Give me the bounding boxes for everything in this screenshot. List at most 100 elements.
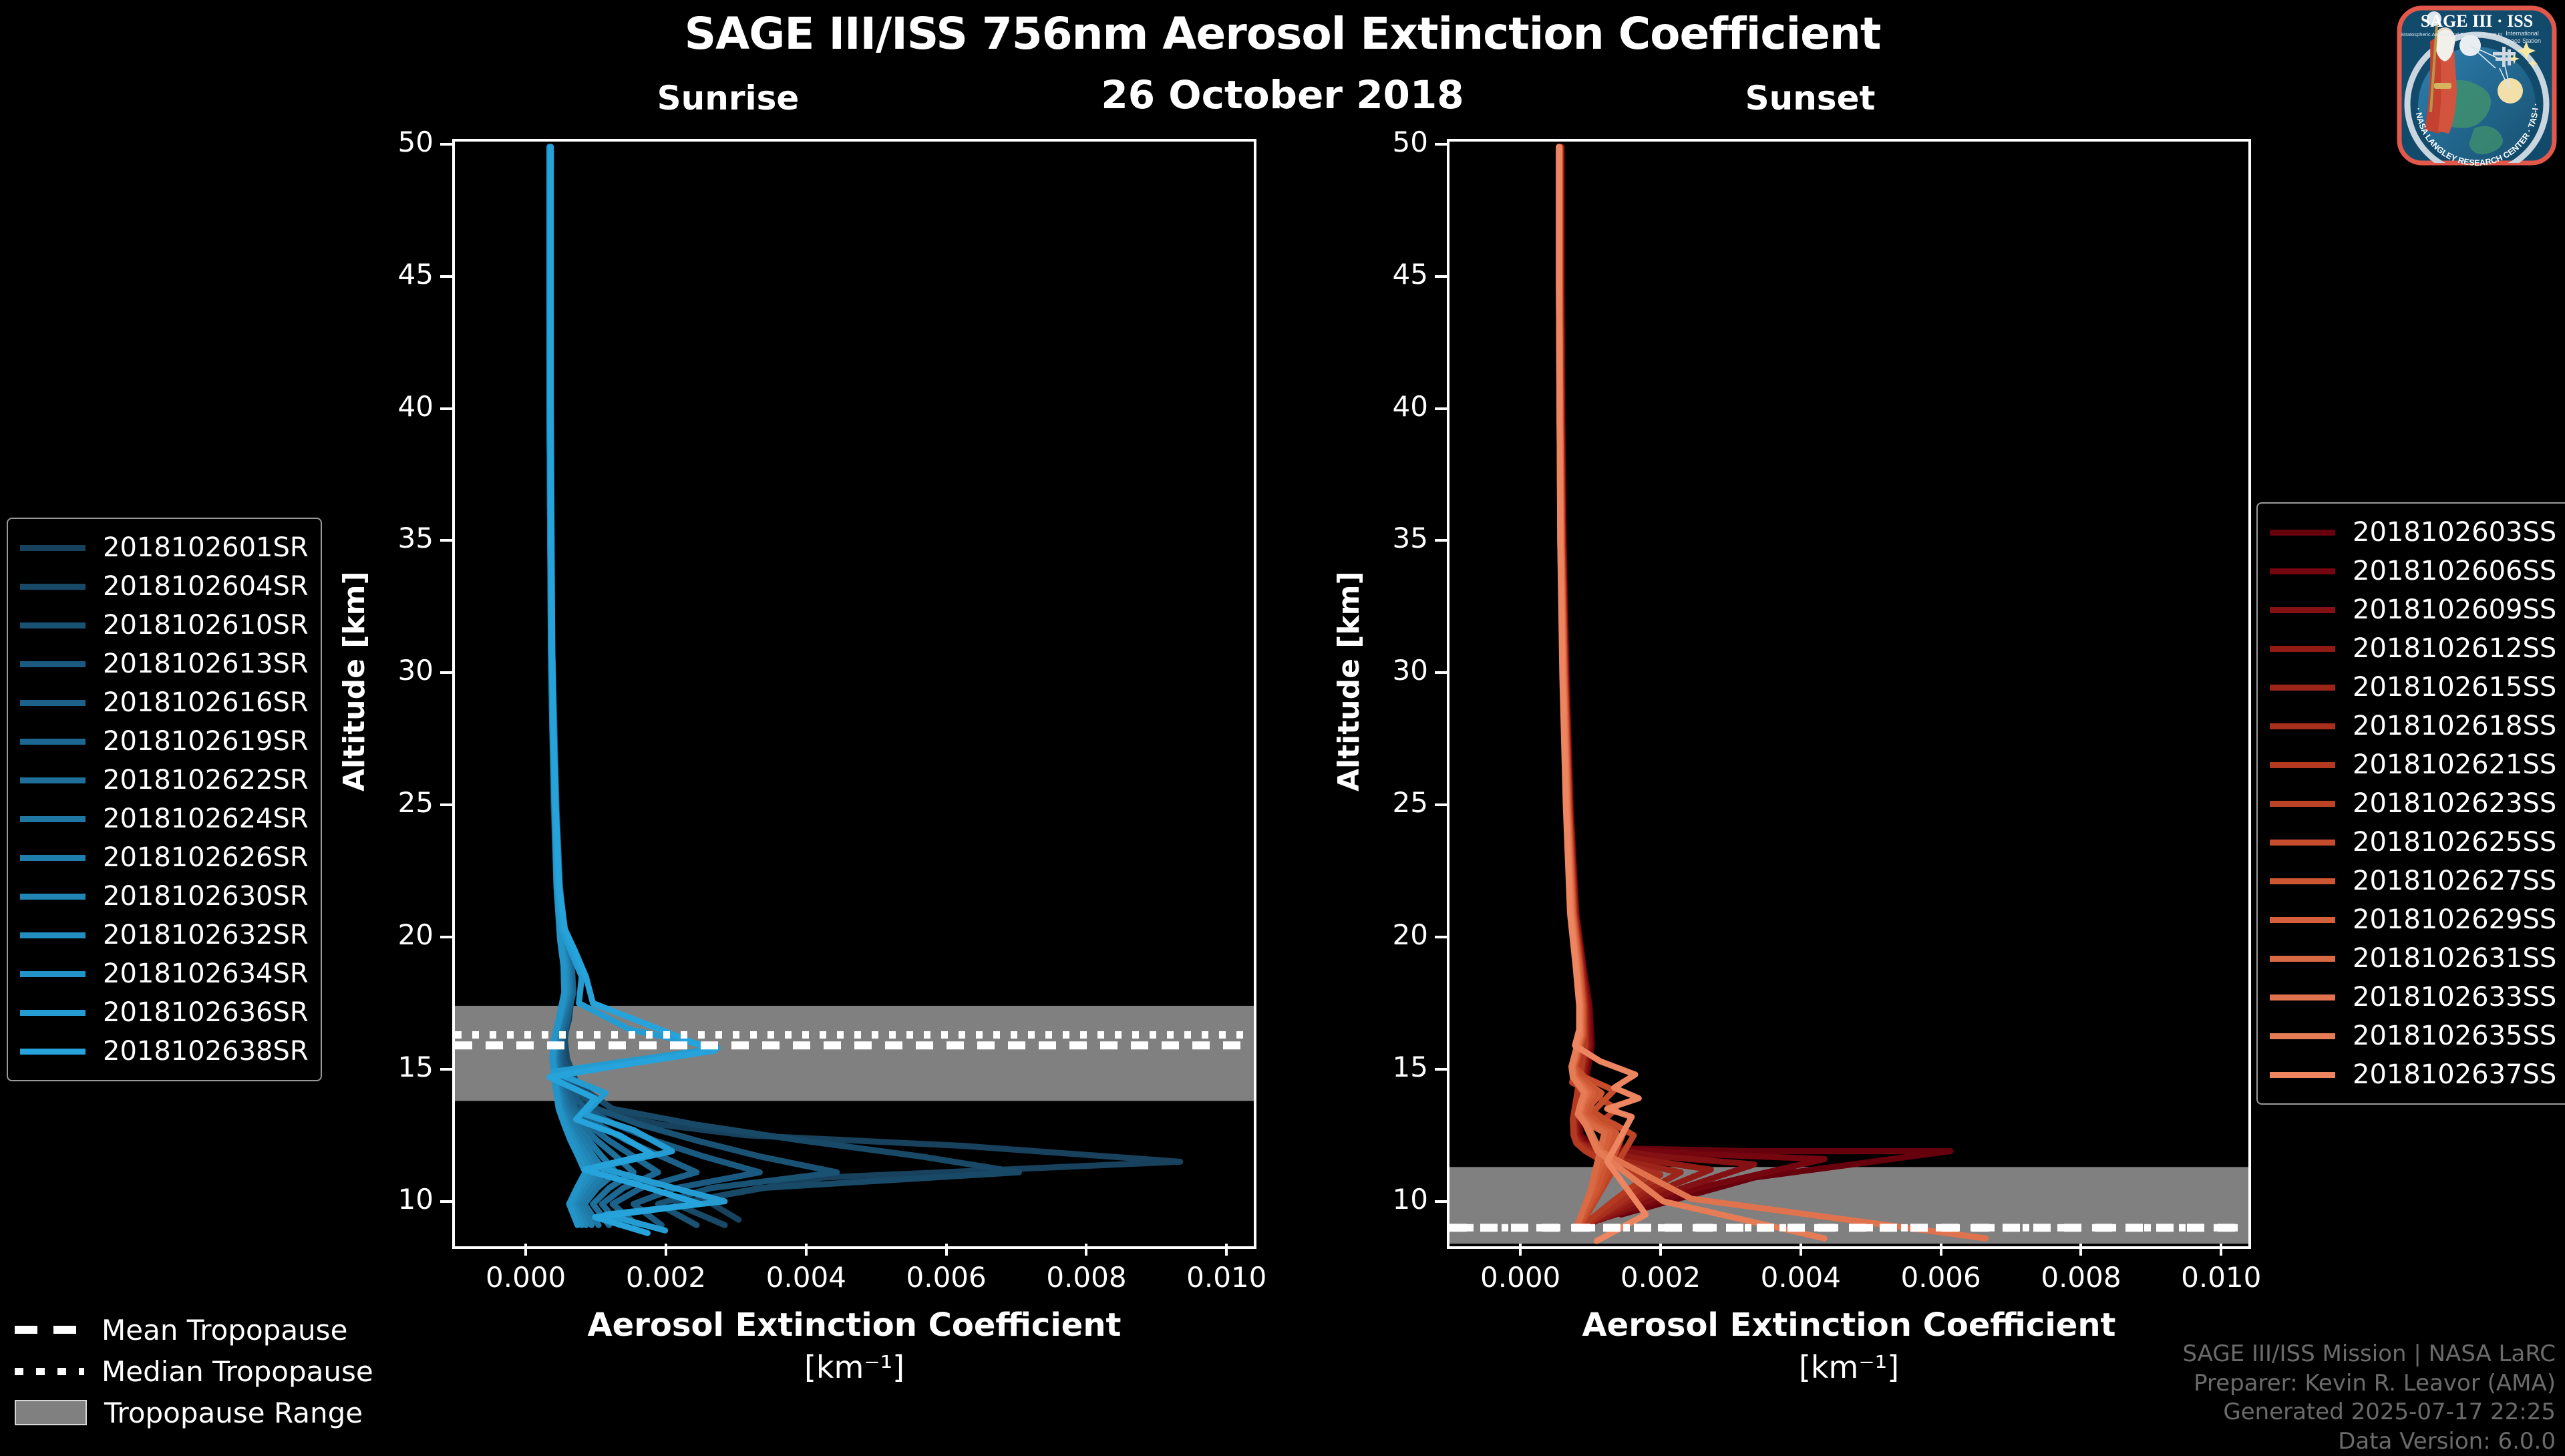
- legend-item-2018102612SS[interactable]: 2018102612SS: [2270, 629, 2556, 668]
- legend-label: 2018102626SR: [103, 842, 309, 873]
- page-title: SAGE III/ISS 756nm Aerosol Extinction Co…: [684, 8, 1882, 59]
- x-tick-mark: [1939, 1244, 1942, 1256]
- legend-item-2018102606SS[interactable]: 2018102606SS: [2270, 552, 2556, 590]
- legend-label: 2018102637SS: [2353, 1059, 2557, 1090]
- logo-subtitle-left: Stratospheric Aerosol and Gas Experiment…: [2401, 31, 2502, 37]
- y-tick-mark: [1435, 1200, 1447, 1203]
- y-tick-label-20: 20: [397, 918, 434, 951]
- legend-item-2018102623SS[interactable]: 2018102623SS: [2270, 784, 2556, 823]
- legend-item-mean-tropopause: Mean Tropopause: [15, 1309, 373, 1350]
- legend-item-2018102621SS[interactable]: 2018102621SS: [2270, 745, 2556, 784]
- y-tick-label-45: 45: [1392, 257, 1428, 291]
- legend-item-2018102636SR[interactable]: 2018102636SR: [20, 993, 309, 1032]
- x-tick-label-0.008: 0.008: [2041, 1261, 2121, 1294]
- date-subtitle: 26 October 2018: [1101, 72, 1464, 118]
- x-axis-unit-1: [km⁻¹]: [1798, 1349, 1900, 1385]
- legend-color-swatch: [20, 1009, 86, 1016]
- dotted-line-icon: [15, 1367, 84, 1375]
- y-tick-label-45: 45: [397, 257, 434, 291]
- y-tick-mark: [1435, 935, 1447, 938]
- legend-item-2018102637SS[interactable]: 2018102637SS: [2270, 1055, 2556, 1094]
- legend-item-2018102616SR[interactable]: 2018102616SR: [20, 683, 309, 722]
- legend-item-2018102622SR[interactable]: 2018102622SR: [20, 761, 309, 799]
- x-tick-mark: [1225, 1244, 1228, 1256]
- legend-item-2018102633SS[interactable]: 2018102633SS: [2270, 978, 2556, 1017]
- y-tick-mark: [440, 142, 452, 146]
- legend-item-2018102603SS[interactable]: 2018102603SS: [2270, 513, 2556, 552]
- legend-label: 2018102613SR: [103, 649, 309, 679]
- credit-data-version: Data Version: 6.0.0: [2338, 1427, 2556, 1455]
- legend-color-swatch: [2270, 684, 2335, 691]
- legend-item-2018102604SR[interactable]: 2018102604SR: [20, 567, 309, 606]
- legend-item-tropopause-range: Tropopause Range: [15, 1392, 373, 1433]
- y-tick-mark: [440, 1200, 452, 1203]
- legend-color-swatch: [20, 815, 86, 822]
- legend-label: 2018102612SS: [2353, 633, 2557, 664]
- legend-item-2018102601SR[interactable]: 2018102601SR: [20, 528, 309, 567]
- sunset-panel-title: Sunset: [1745, 79, 1876, 118]
- legend-item-2018102634SR[interactable]: 2018102634SR: [20, 954, 309, 993]
- legend-label-mean: Mean Tropopause: [102, 1313, 348, 1346]
- sunset-plot-panel: [1447, 139, 2251, 1249]
- y-tick-mark: [1435, 671, 1447, 675]
- legend-item-2018102632SR[interactable]: 2018102632SR: [20, 916, 309, 954]
- sunset-plot-svg: [1449, 144, 2248, 1244]
- legend-color-swatch: [2270, 800, 2335, 807]
- logo-title: SAGE III · ISS: [2421, 11, 2533, 31]
- credits-block: SAGE III/ISS Mission | NASA LaRC Prepare…: [2182, 1340, 2556, 1456]
- legend-item-2018102613SR[interactable]: 2018102613SR: [20, 645, 309, 683]
- legend-item-2018102629SS[interactable]: 2018102629SS: [2270, 900, 2556, 939]
- x-tick-label-0.010: 0.010: [2181, 1261, 2262, 1294]
- sunrise-legend[interactable]: 2018102601SR 2018102604SR 2018102610SR 2018…: [7, 518, 322, 1081]
- x-tick-label-0.006: 0.006: [906, 1261, 987, 1294]
- legend-label: 2018102636SR: [103, 997, 309, 1028]
- y-tick-label-10: 10: [397, 1182, 434, 1216]
- legend-item-2018102627SS[interactable]: 2018102627SS: [2270, 862, 2556, 900]
- legend-color-swatch: [2270, 645, 2335, 652]
- legend-item-2018102631SS[interactable]: 2018102631SS: [2270, 939, 2556, 978]
- legend-item-2018102625SS[interactable]: 2018102625SS: [2270, 823, 2556, 862]
- y-tick-mark: [1435, 1067, 1447, 1071]
- x-tick-label-0.002: 0.002: [625, 1261, 707, 1294]
- x-tick-label-0.006: 0.006: [1900, 1261, 1981, 1294]
- legend-label: 2018102624SR: [103, 803, 309, 834]
- y-tick-mark: [1435, 275, 1447, 278]
- legend-label: 2018102627SS: [2353, 866, 2557, 896]
- profile-line-2018102633SS: [1556, 144, 1989, 1242]
- legend-label: 2018102622SR: [103, 765, 309, 795]
- profile-line-2018102635SS: [1556, 144, 1828, 1242]
- x-tick-label-0.002: 0.002: [1620, 1261, 1701, 1294]
- legend-label-median: Median Tropopause: [102, 1354, 373, 1388]
- legend-color-swatch: [2270, 723, 2335, 729]
- legend-item-2018102638SR[interactable]: 2018102638SR: [20, 1032, 309, 1071]
- legend-label: 2018102631SS: [2353, 943, 2557, 974]
- legend-item-2018102635SS[interactable]: 2018102635SS: [2270, 1017, 2556, 1055]
- sunrise-plot-svg: [455, 144, 1254, 1236]
- y-tick-label-40: 40: [397, 389, 434, 423]
- profile-line-2018102603SS: [1558, 144, 1954, 1218]
- sunrise-panel-title: Sunrise: [657, 79, 800, 118]
- legend-item-2018102630SR[interactable]: 2018102630SR: [20, 877, 309, 916]
- legend-color-swatch: [2270, 606, 2335, 613]
- legend-color-swatch: [20, 622, 86, 628]
- legend-item-2018102610SR[interactable]: 2018102610SR: [20, 606, 309, 645]
- legend-item-2018102618SS[interactable]: 2018102618SS: [2270, 707, 2556, 745]
- legend-item-2018102615SS[interactable]: 2018102615SS: [2270, 668, 2556, 707]
- legend-label: 2018102633SS: [2353, 982, 2557, 1013]
- legend-label: 2018102634SR: [103, 958, 309, 989]
- legend-item-2018102609SS[interactable]: 2018102609SS: [2270, 590, 2556, 629]
- legend-label: 2018102635SS: [2353, 1021, 2557, 1051]
- x-tick-mark: [804, 1244, 808, 1256]
- legend-item-2018102619SR[interactable]: 2018102619SR: [20, 722, 309, 761]
- y-axis-label-0: Altitude [km]: [337, 571, 371, 791]
- x-tick-mark: [1659, 1244, 1662, 1256]
- sunset-legend[interactable]: 2018102603SS 2018102606SS 2018102609SS 2018…: [2256, 502, 2565, 1105]
- y-tick-mark: [1435, 142, 1447, 146]
- y-tick-mark: [440, 275, 452, 278]
- legend-item-2018102626SR[interactable]: 2018102626SR: [20, 838, 309, 877]
- legend-item-2018102624SR[interactable]: 2018102624SR: [20, 799, 309, 838]
- sunrise-plot-panel: [452, 139, 1256, 1249]
- legend-color-swatch: [2270, 761, 2335, 768]
- tropopause-legend: Mean Tropopause Median Tropopause Tropop…: [15, 1309, 373, 1433]
- legend-color-swatch: [2270, 994, 2335, 1000]
